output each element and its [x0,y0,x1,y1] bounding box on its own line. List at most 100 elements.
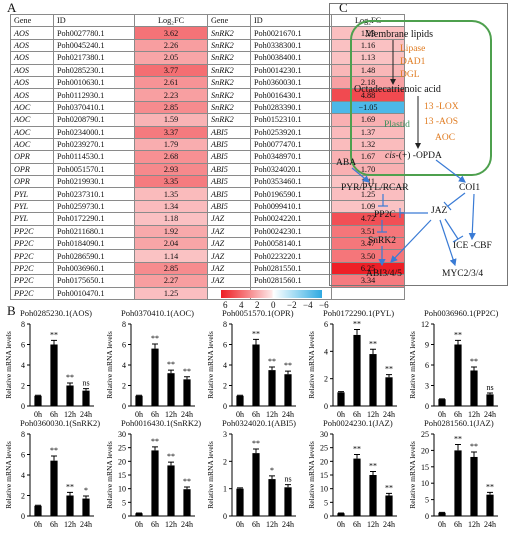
cell-fc: 3.35 [134,175,208,189]
cell-fc: 1.35 [134,187,208,201]
gene-table: Gene ID Log₂FC Gene ID Log₂FC AOS Poh0027… [10,13,405,301]
y-axis-label: Relative mRNA levels [408,331,417,399]
bar [135,395,143,406]
plastid-membrane [350,20,492,176]
error-bar [237,487,243,489]
x-tick-label: 12h [64,410,76,419]
bar [470,370,478,406]
y-axis-label: Relative mRNA levels [307,441,316,509]
cell-fc: 3.47 [331,237,405,251]
x-tick-label: 0h [135,410,143,419]
y-tick-label: 25 [421,430,429,439]
y-tick-label: 0 [21,402,25,411]
aoc-label: AOC [435,133,456,143]
y-tick-label: 30 [118,430,126,439]
x-tick-label: 24h [484,520,496,529]
table-row: PP2C Poh0184090.1 2.04 JAZ Poh0058140.1 3.47 [10,237,405,251]
panel-b-letter: B [7,303,16,318]
error-bar [51,455,57,461]
significance-label: ns [82,379,89,388]
x-tick-label: 6h [252,410,260,419]
x-tick-label: 12h [266,520,278,529]
error-bar [152,343,158,349]
header-id-left: ID [53,13,135,28]
error-bar [487,392,493,395]
bar [183,489,191,516]
chart-title: Poh0370410.1(AOC) [121,308,194,318]
jaz-inhibit-ice [444,218,459,240]
y-tick-label: 6 [324,320,328,329]
table-row: PYL Poh0172290.1 1.18 JAZ Poh0024220.1 4.72 [10,212,405,226]
cell-fc: 2.85 [134,100,208,115]
error-bar [253,448,259,454]
error-bar [370,348,376,355]
error-bar [487,491,493,495]
y-tick-label: 2 [21,492,25,501]
significance-label: ** [470,442,478,451]
bar [236,395,244,406]
opda-prefix: cis [385,151,396,161]
x-tick-label: 6h [151,410,159,419]
cell-id: Poh0114530.1 [53,150,135,164]
x-tick-label: 24h [484,410,496,419]
y-axis-label: Relative mRNA levels [4,441,13,509]
jaz-label: JAZ [431,206,448,216]
significance-label: ** [284,361,292,370]
cell-fc: 1.37 [331,125,405,139]
y-tick-label: 25 [320,444,328,453]
significance-label: ** [183,367,191,376]
significance-label: ** [454,434,462,443]
chart-title: Poh0172290.1(PYL) [323,308,395,318]
y-axis-label: Relative mRNA levels [206,441,215,509]
x-tick-label: 6h [252,520,260,529]
cell-id: Poh0219930.1 [53,175,135,189]
dgl-label: DGL [400,70,420,80]
jaz-to-myc-arrow [439,219,457,267]
bar-chart: Relative mRNA levels 0 3 6 9 12 0h ** 6h ** 12h ns 2… [408,320,498,419]
x-tick-label: 0h [337,520,345,529]
y-axis-label: Relative mRNA levels [408,441,417,509]
y-tick-label: 8 [122,320,126,329]
significance-label: ** [385,365,393,374]
y-tick-label: 0 [21,512,25,521]
significance-label: ** [470,357,478,366]
x-tick-label: 0h [34,520,42,529]
aos-label: 13 -AOS [424,117,459,127]
x-tick-label: 24h [282,410,294,419]
coi1-inhibit-jaz [447,192,466,207]
cell-id: Poh0010470.1 [53,286,135,301]
bar-chart: Relative mRNA levels 0 5 10 15 20 25 30 0h ** 6h **… [105,430,195,529]
y-tick-label: 20 [118,457,126,466]
cell-id: Poh0038400.1 [250,51,332,65]
significance-label: ** [66,482,74,491]
y-tick-label: 8 [21,430,25,439]
x-tick-label: 0h [236,520,244,529]
bar [284,374,292,406]
y-tick-label: 12 [421,320,429,329]
significance-label: ** [385,483,393,492]
x-tick-label: 6h [353,410,361,419]
y-tick-label: 5 [425,496,429,505]
x-tick-label: 24h [80,520,92,529]
table-row: AOC Poh0234000.1 3.37 ABI5 Poh0253920.1 1.37 [10,125,405,139]
bar-chart: Relative mRNA levels 0 2 4 6 8 0h ** 6h ** 12h ** 24… [105,320,195,419]
membrane-lipids-label: Membrane lipids [365,29,434,40]
table-row: AOS Poh0285230.1 3.77 SnRK2 Poh0014230.1 1.48 [10,63,405,77]
table-row: AOC Poh0239270.1 1.79 ABI5 Poh0077470.1 1.32 [10,137,405,152]
x-tick-label: 0h [135,520,143,529]
bar-chart: Relative mRNA levels 0 2 4 6 8 0h ** 6h ** 12h ** 24… [206,320,296,419]
error-bar [455,339,461,345]
x-tick-label: 12h [468,520,480,529]
bar [252,344,260,406]
opda-to-coi1-arrow [435,159,466,183]
bar [438,512,446,516]
y-tick-label: 0 [324,402,328,411]
y-tick-label: 25 [118,444,126,453]
cell-fc: 1.92 [134,224,208,239]
bar [135,513,143,516]
y-tick-label: 2 [223,457,227,466]
pathway-diagram-frame [329,3,508,286]
error-bar [83,495,89,499]
x-tick-label: 12h [367,410,379,419]
cell-fc: −1.05 [331,100,405,115]
